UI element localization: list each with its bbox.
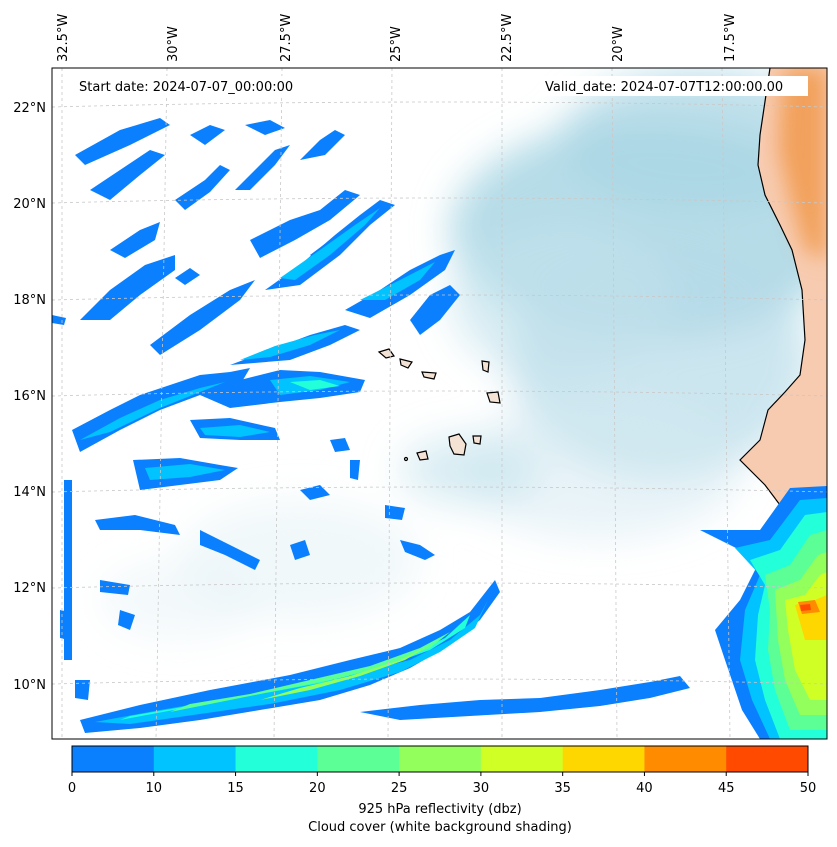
land-sahara-shading [778, 68, 827, 260]
colorbar-swatch [72, 746, 155, 772]
map-border [51, 67, 828, 740]
colorbar-swatch [644, 746, 727, 772]
map-content [52, 68, 827, 739]
start-date-box [72, 76, 310, 96]
latitude-labels: 22°N 20°N 18°N 16°N 14°N 12°N 10°N [13, 101, 46, 693]
colorbar-ticks: 0 10 15 20 25 30 35 40 45 50 [68, 772, 816, 796]
colorbar-title: 925 hPa reflectivity (dbz) [358, 802, 521, 817]
lat-label: 22°N [13, 101, 46, 116]
colorbar-tick-label: 0 [68, 781, 76, 796]
start-date-label: Start date: 2024-07-07_00:00:00 [79, 80, 293, 95]
colorbar-tick-label: 15 [227, 781, 244, 796]
colorbar-tick-label: 35 [554, 781, 571, 796]
colorbar-swatch [153, 746, 237, 772]
colorbar-swatch [235, 746, 318, 772]
cape-verde-islands [377, 348, 501, 462]
lon-label: 25°W [389, 26, 404, 62]
lon-label: 32.5°W [56, 14, 71, 62]
colorbar-tick-label: 50 [800, 781, 817, 796]
lon-label: 22.5°W [500, 14, 515, 62]
lat-label: 16°N [13, 389, 46, 404]
longitude-labels: 32.5°W 30°W 27.5°W 25°W 22.5°W 20°W 17.5… [56, 14, 738, 62]
colorbar-swatch [317, 746, 400, 772]
colorbar-swatch [480, 746, 564, 772]
colorbar-frame [71, 745, 809, 773]
reflectivity-bands [52, 118, 827, 739]
lon-label: 30°W [166, 26, 181, 62]
coastline [739, 68, 827, 526]
colorbar-tick-label: 30 [473, 781, 490, 796]
colorbar-swatch [562, 746, 645, 772]
colorbar-subtitle: Cloud cover (white background shading) [308, 820, 572, 835]
valid-date-box [540, 76, 808, 96]
lon-label: 27.5°W [279, 14, 294, 62]
colorbar-swatches [72, 746, 809, 772]
colorbar-tick-label: 10 [146, 781, 163, 796]
colorbar: 0 10 15 20 25 30 35 40 45 50 925 hPa reflectivity… [68, 745, 816, 835]
lat-label: 20°N [13, 197, 46, 212]
valid-date-label: Valid_date: 2024-07-07T12:00:00.00 [545, 80, 783, 95]
colorbar-swatch [726, 746, 809, 772]
colorbar-tick-label: 40 [636, 781, 653, 796]
lon-label: 17.5°W [723, 14, 738, 62]
colorbar-tick-label: 45 [718, 781, 735, 796]
lat-label: 14°N [13, 485, 46, 500]
lon-label: 20°W [611, 26, 626, 62]
lat-label: 12°N [13, 581, 46, 596]
lat-label: 10°N [13, 678, 46, 693]
colorbar-tick-label: 25 [391, 781, 408, 796]
colorbar-tick-label: 20 [309, 781, 326, 796]
graticule [52, 68, 827, 739]
colorbar-swatch [399, 746, 482, 772]
lat-label: 18°N [13, 293, 46, 308]
